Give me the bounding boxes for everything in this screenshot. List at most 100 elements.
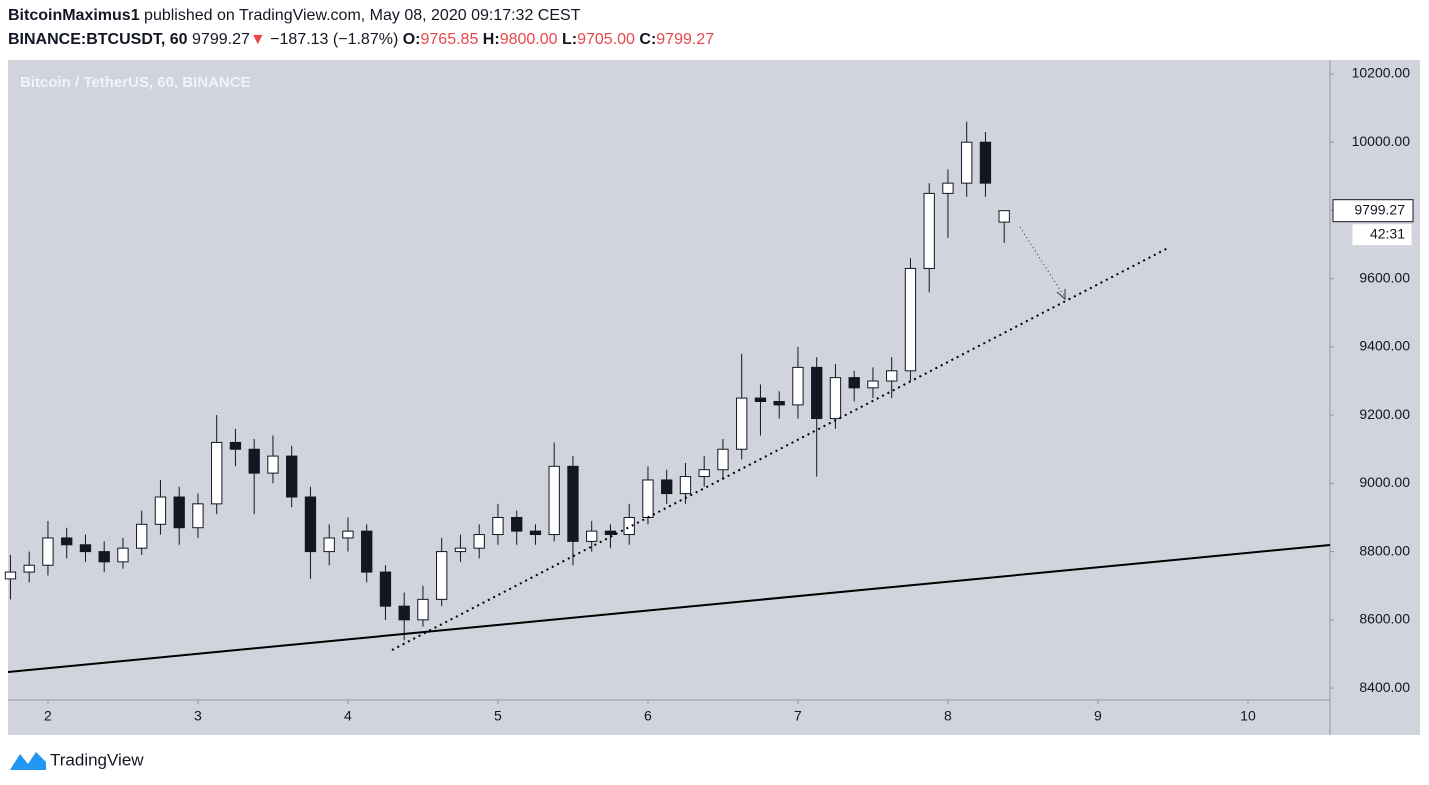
countdown: 42:31: [1370, 225, 1405, 241]
candle-body: [623, 516, 635, 536]
symbol: BINANCE:BTCUSDT, 60: [8, 31, 188, 48]
ohlc-value: 9705.00: [577, 31, 635, 48]
candle-body: [923, 192, 935, 269]
x-tick-label: 5: [494, 708, 502, 724]
candle-body: [979, 141, 992, 184]
y-tick-label: 10000.00: [1352, 133, 1411, 149]
y-tick-label: 9400.00: [1359, 338, 1410, 354]
ohlc-key: C:: [639, 31, 657, 48]
trend-line: [7, 544, 1331, 673]
candle-body: [23, 564, 35, 573]
candle-body: [736, 397, 748, 450]
x-tick-label: 8: [944, 708, 952, 724]
x-tick-label: 3: [194, 708, 202, 724]
dotted-trend-line: [391, 247, 1169, 651]
tradingview-logo[interactable]: TradingView: [10, 750, 144, 770]
ohlc-key: O:: [402, 31, 421, 48]
brand: TradingView: [50, 750, 144, 769]
candle-body: [398, 605, 410, 621]
candle-body: [529, 530, 542, 536]
candle-body: [286, 455, 298, 498]
candle-body: [867, 380, 879, 389]
price-label-box: [1332, 199, 1414, 223]
ohlc-key: L:: [561, 31, 578, 48]
candle-body: [604, 530, 617, 536]
candle-body: [192, 503, 204, 529]
candle-body: [904, 267, 917, 372]
x-tick-label: 10: [1240, 708, 1256, 724]
chart-background: [8, 60, 1420, 735]
candle-body: [61, 537, 73, 546]
publish-line: BitcoinMaximus1 published on TradingView…: [8, 7, 580, 25]
candle-body: [304, 496, 317, 553]
ohlc-value: 9765.85: [420, 31, 479, 48]
x-tick-label: 2: [44, 708, 52, 724]
candle-body: [773, 400, 785, 406]
candle-body: [323, 537, 335, 553]
candle-body: [211, 441, 223, 505]
countdown-box: [1351, 223, 1413, 247]
arrow: ▼: [249, 31, 266, 48]
candle-body: [117, 547, 129, 563]
price-label: 9799.27: [1354, 201, 1405, 217]
y-tick-label: 10200.00: [1352, 65, 1411, 81]
candle-body: [511, 516, 523, 532]
candle-body: [473, 534, 485, 549]
candles: [4, 121, 1010, 641]
chart-legend: Bitcoin / TetherUS, 60, BINANCE: [20, 74, 251, 91]
x-tick-label: 6: [644, 708, 652, 724]
candle-body: [379, 571, 392, 607]
candle-body: [548, 465, 560, 536]
candle-body: [436, 551, 448, 600]
y-tick-label: 9600.00: [1359, 269, 1410, 285]
last: 9799.27: [192, 31, 250, 48]
candle-body: [848, 377, 860, 389]
candle-body: [4, 571, 17, 580]
candle-body: [136, 523, 148, 549]
candle-body: [342, 530, 354, 539]
ohlc-key: H:: [482, 31, 500, 48]
candle-body: [154, 496, 167, 525]
candle-body: [717, 448, 729, 471]
candle-body: [173, 496, 185, 529]
arrow-head: [1056, 289, 1066, 301]
y-tick-label: 8600.00: [1359, 611, 1410, 627]
candle-body: [492, 516, 504, 536]
y-tick-label: 8800.00: [1359, 542, 1410, 558]
candle-body: [998, 210, 1010, 223]
candle-body: [42, 537, 54, 566]
candle-body: [229, 441, 242, 450]
change: −187.13 (−1.87%): [270, 31, 399, 48]
candle-body: [361, 530, 373, 573]
author[interactable]: BitcoinMaximus1: [8, 7, 140, 24]
candle-body: [942, 182, 954, 194]
candle-body: [79, 544, 92, 553]
candle-body: [886, 370, 898, 382]
candle-body: [586, 530, 598, 542]
candle-body: [829, 377, 842, 420]
candle-body: [248, 448, 260, 474]
x-tick-label: 4: [344, 708, 352, 724]
x-tick-label: 7: [794, 708, 802, 724]
candle-body: [661, 479, 673, 495]
candle-body: [679, 476, 692, 495]
ohlc-value: 9799.27: [656, 31, 715, 48]
published: published on TradingView.com, May 08, 20…: [144, 7, 581, 24]
candle-body: [961, 141, 973, 184]
candle-body: [454, 547, 467, 553]
candle-body: [98, 551, 110, 563]
logo-icon: [10, 752, 46, 770]
ohlc: O:9765.85 H:9800.00 L:9705.00 C:9799.27: [403, 31, 714, 48]
candle-body: [642, 479, 654, 518]
candle-body: [267, 455, 279, 474]
candle-body: [792, 366, 804, 406]
y-tick-label: 9000.00: [1359, 474, 1410, 490]
candle-body: [417, 598, 429, 621]
ohlc-value: 9800.00: [499, 31, 558, 48]
candle-body: [811, 366, 823, 420]
projection-arrow: [1019, 226, 1065, 297]
x-tick-label: 9: [1094, 708, 1102, 724]
y-tick-label: 8400.00: [1359, 679, 1410, 695]
